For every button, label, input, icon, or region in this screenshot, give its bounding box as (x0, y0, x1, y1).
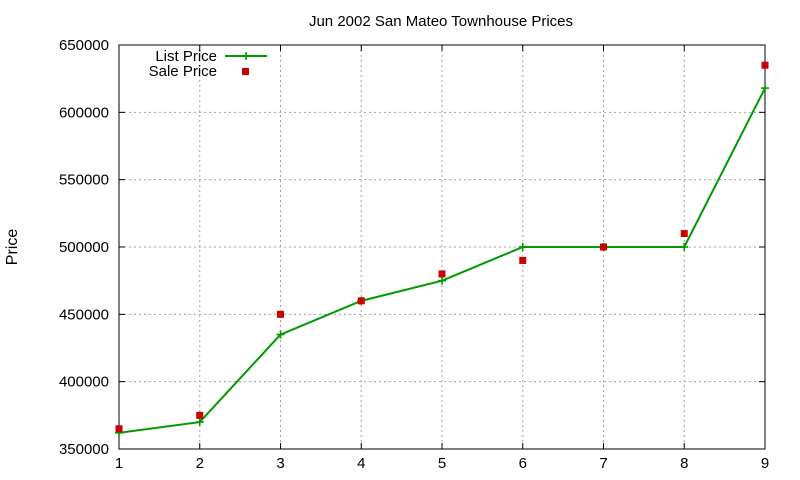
point-sale-price (519, 256, 527, 264)
x-tick-label: 1 (115, 455, 123, 472)
point-sale-price (600, 243, 607, 251)
y-tick-label: 550000 (59, 172, 109, 189)
y-axis-label: Price (4, 229, 21, 266)
axis-ticks: 350000 400000 450000 500000 550000 600000 6500… (59, 37, 769, 472)
y-tick-label: 650000 (59, 37, 109, 54)
legend-marker-sale-price (242, 68, 249, 75)
legend: List Price Sale Price (149, 48, 267, 80)
legend-label-list-price: List Price (155, 48, 217, 65)
legend-marker-list-price (242, 52, 250, 60)
y-tick-label: 350000 (59, 441, 109, 458)
point-sale-price (277, 310, 284, 318)
point-sale-price (196, 411, 204, 419)
x-tick-label: 2 (196, 455, 204, 472)
point-sale-price (761, 61, 769, 69)
point-sale-price (357, 297, 365, 305)
point-list-price (195, 418, 204, 427)
chart-title: Jun 2002 San Mateo Townhouse Prices (309, 13, 573, 30)
legend-label-sale-price: Sale Price (149, 63, 217, 80)
series-layer (115, 61, 769, 437)
y-tick-label: 450000 (59, 306, 109, 323)
point-list-price (680, 243, 689, 251)
x-tick-label: 3 (276, 455, 284, 472)
x-tick-label: 5 (438, 455, 446, 472)
y-tick-label: 400000 (59, 374, 109, 391)
x-tick-label: 9 (761, 455, 769, 472)
point-list-price (761, 84, 769, 93)
point-sale-price (438, 270, 446, 278)
legend-plus-marker (242, 52, 250, 60)
point-list-price (518, 243, 527, 251)
point-list-price (438, 276, 446, 285)
x-tick-label: 4 (357, 455, 365, 472)
point-list-price (276, 330, 285, 339)
y-tick-label: 500000 (59, 239, 109, 256)
plot-frame (118, 44, 766, 450)
x-tick-label: 7 (599, 455, 607, 472)
x-tick-label: 6 (519, 455, 527, 472)
x-tick-label: 8 (680, 455, 688, 472)
y-tick-label: 600000 (59, 104, 109, 121)
point-sale-price (680, 230, 688, 238)
point-sale-price (115, 425, 123, 433)
